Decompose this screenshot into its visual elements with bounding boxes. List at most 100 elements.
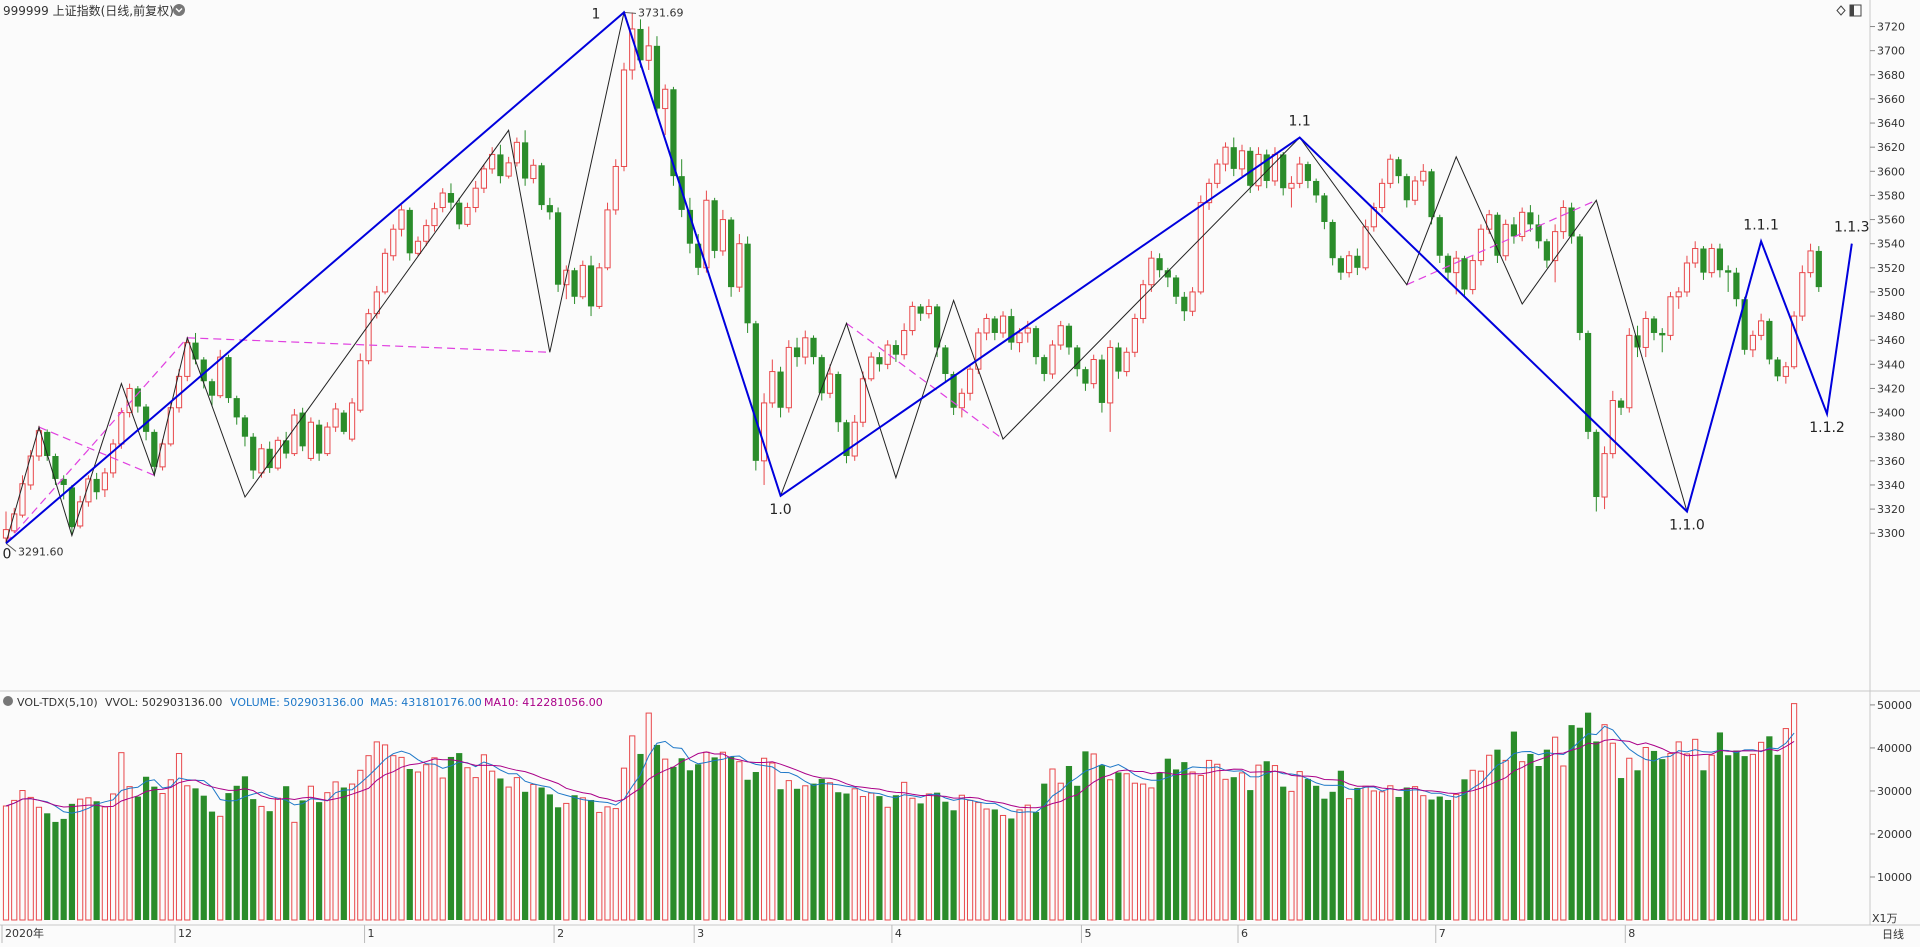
candle-body — [1527, 212, 1534, 225]
candle-body — [1354, 255, 1361, 268]
volume-bar — [587, 799, 595, 920]
candle — [1181, 291, 1188, 321]
candle — [1329, 219, 1336, 266]
panel-toggle-icon[interactable] — [1849, 4, 1862, 17]
month-tick-label: 5 — [1084, 927, 1091, 940]
candle-body — [423, 225, 430, 242]
volume-axis: 10000 20000 30000 40000 50000 — [1870, 699, 1912, 884]
volume-bar — [184, 785, 191, 921]
volume-bar — [27, 796, 34, 921]
period-label[interactable]: 日线 — [1882, 927, 1904, 941]
volume-bar — [365, 755, 372, 921]
candle — [1692, 241, 1699, 268]
candle-body — [439, 192, 446, 208]
volume-bar — [1535, 765, 1542, 920]
candle — [777, 366, 784, 418]
candle-body — [431, 208, 438, 227]
volume-bar — [1181, 762, 1188, 920]
volume-bar — [283, 786, 290, 920]
candle-body — [1758, 320, 1765, 336]
price-tick-label: 3300 — [1877, 527, 1905, 540]
candle-body — [44, 431, 51, 457]
diamond-icon[interactable] — [1836, 5, 1846, 16]
candle-body — [670, 89, 677, 177]
candle — [1708, 243, 1715, 278]
candle — [1543, 238, 1550, 268]
candle-body — [77, 501, 84, 527]
candle — [365, 308, 372, 365]
candle — [1560, 200, 1567, 239]
candle-body — [497, 154, 504, 177]
candle-body — [1197, 202, 1204, 293]
volume-bar — [1576, 727, 1583, 920]
volume-bar — [1115, 772, 1122, 920]
volume-bars-layer — [2, 703, 1798, 921]
candle-body — [1593, 431, 1600, 498]
candle — [645, 26, 652, 70]
volume-bar — [1255, 764, 1262, 921]
candle — [1593, 429, 1600, 512]
volume-unit-label: X1万 — [1872, 912, 1898, 925]
volume-bar — [785, 780, 792, 921]
candle-body — [1642, 317, 1649, 348]
candle-body — [1403, 176, 1410, 201]
volume-bar — [44, 813, 51, 920]
chevron-down-icon[interactable] — [3, 696, 13, 706]
candle — [802, 330, 809, 365]
volume-bar — [1016, 809, 1023, 921]
candle-body — [1510, 224, 1518, 237]
chevron-down-icon[interactable] — [173, 4, 185, 16]
volume-bar — [1164, 758, 1171, 920]
wave-label: 0 — [3, 546, 12, 562]
volume-bar — [728, 756, 735, 920]
volume-bar — [134, 796, 141, 920]
volume-bar — [1074, 785, 1081, 920]
vvol-value: VVOL: 502903136.00 — [105, 696, 222, 709]
volume-bar — [1758, 741, 1765, 921]
candle-body — [1280, 154, 1287, 189]
candle-body — [266, 448, 273, 469]
wave-label: 1.1.2 — [1809, 420, 1845, 436]
candle-body — [1271, 153, 1279, 182]
candle — [1469, 255, 1476, 295]
candle-body — [868, 356, 875, 380]
candle-body — [1741, 299, 1748, 350]
candle — [785, 340, 792, 413]
volume-bar — [1387, 785, 1394, 921]
volume-bar — [802, 785, 809, 921]
price-tick-label: 3700 — [1877, 45, 1905, 58]
candle-body — [1016, 332, 1023, 344]
candle — [1057, 320, 1064, 350]
volume-bar — [563, 802, 570, 921]
candle — [431, 202, 438, 232]
candle — [851, 414, 858, 461]
volume-bar — [1510, 731, 1518, 920]
candle-body — [406, 209, 413, 254]
candle — [999, 311, 1007, 338]
candle — [1280, 152, 1287, 196]
candle-body — [1650, 318, 1658, 333]
candle-body — [983, 317, 990, 334]
volume-bar — [925, 793, 932, 921]
volume-bar — [1065, 765, 1073, 920]
volume-bar — [1749, 753, 1756, 921]
candle — [670, 86, 677, 186]
candle — [513, 137, 520, 167]
volume-bar — [843, 793, 850, 920]
price-tick-label: 3600 — [1877, 165, 1905, 178]
candle — [793, 337, 801, 367]
candle — [1552, 224, 1559, 283]
candle — [1304, 161, 1312, 189]
candle-body — [142, 406, 150, 432]
candle-body — [1543, 241, 1550, 261]
candle — [1090, 354, 1097, 389]
candle-body — [1815, 250, 1822, 288]
candle — [1420, 164, 1427, 186]
candle — [1428, 168, 1435, 225]
candle-body — [324, 426, 331, 455]
candle — [480, 164, 488, 194]
volume-bar — [439, 777, 446, 921]
candle — [1016, 328, 1023, 353]
